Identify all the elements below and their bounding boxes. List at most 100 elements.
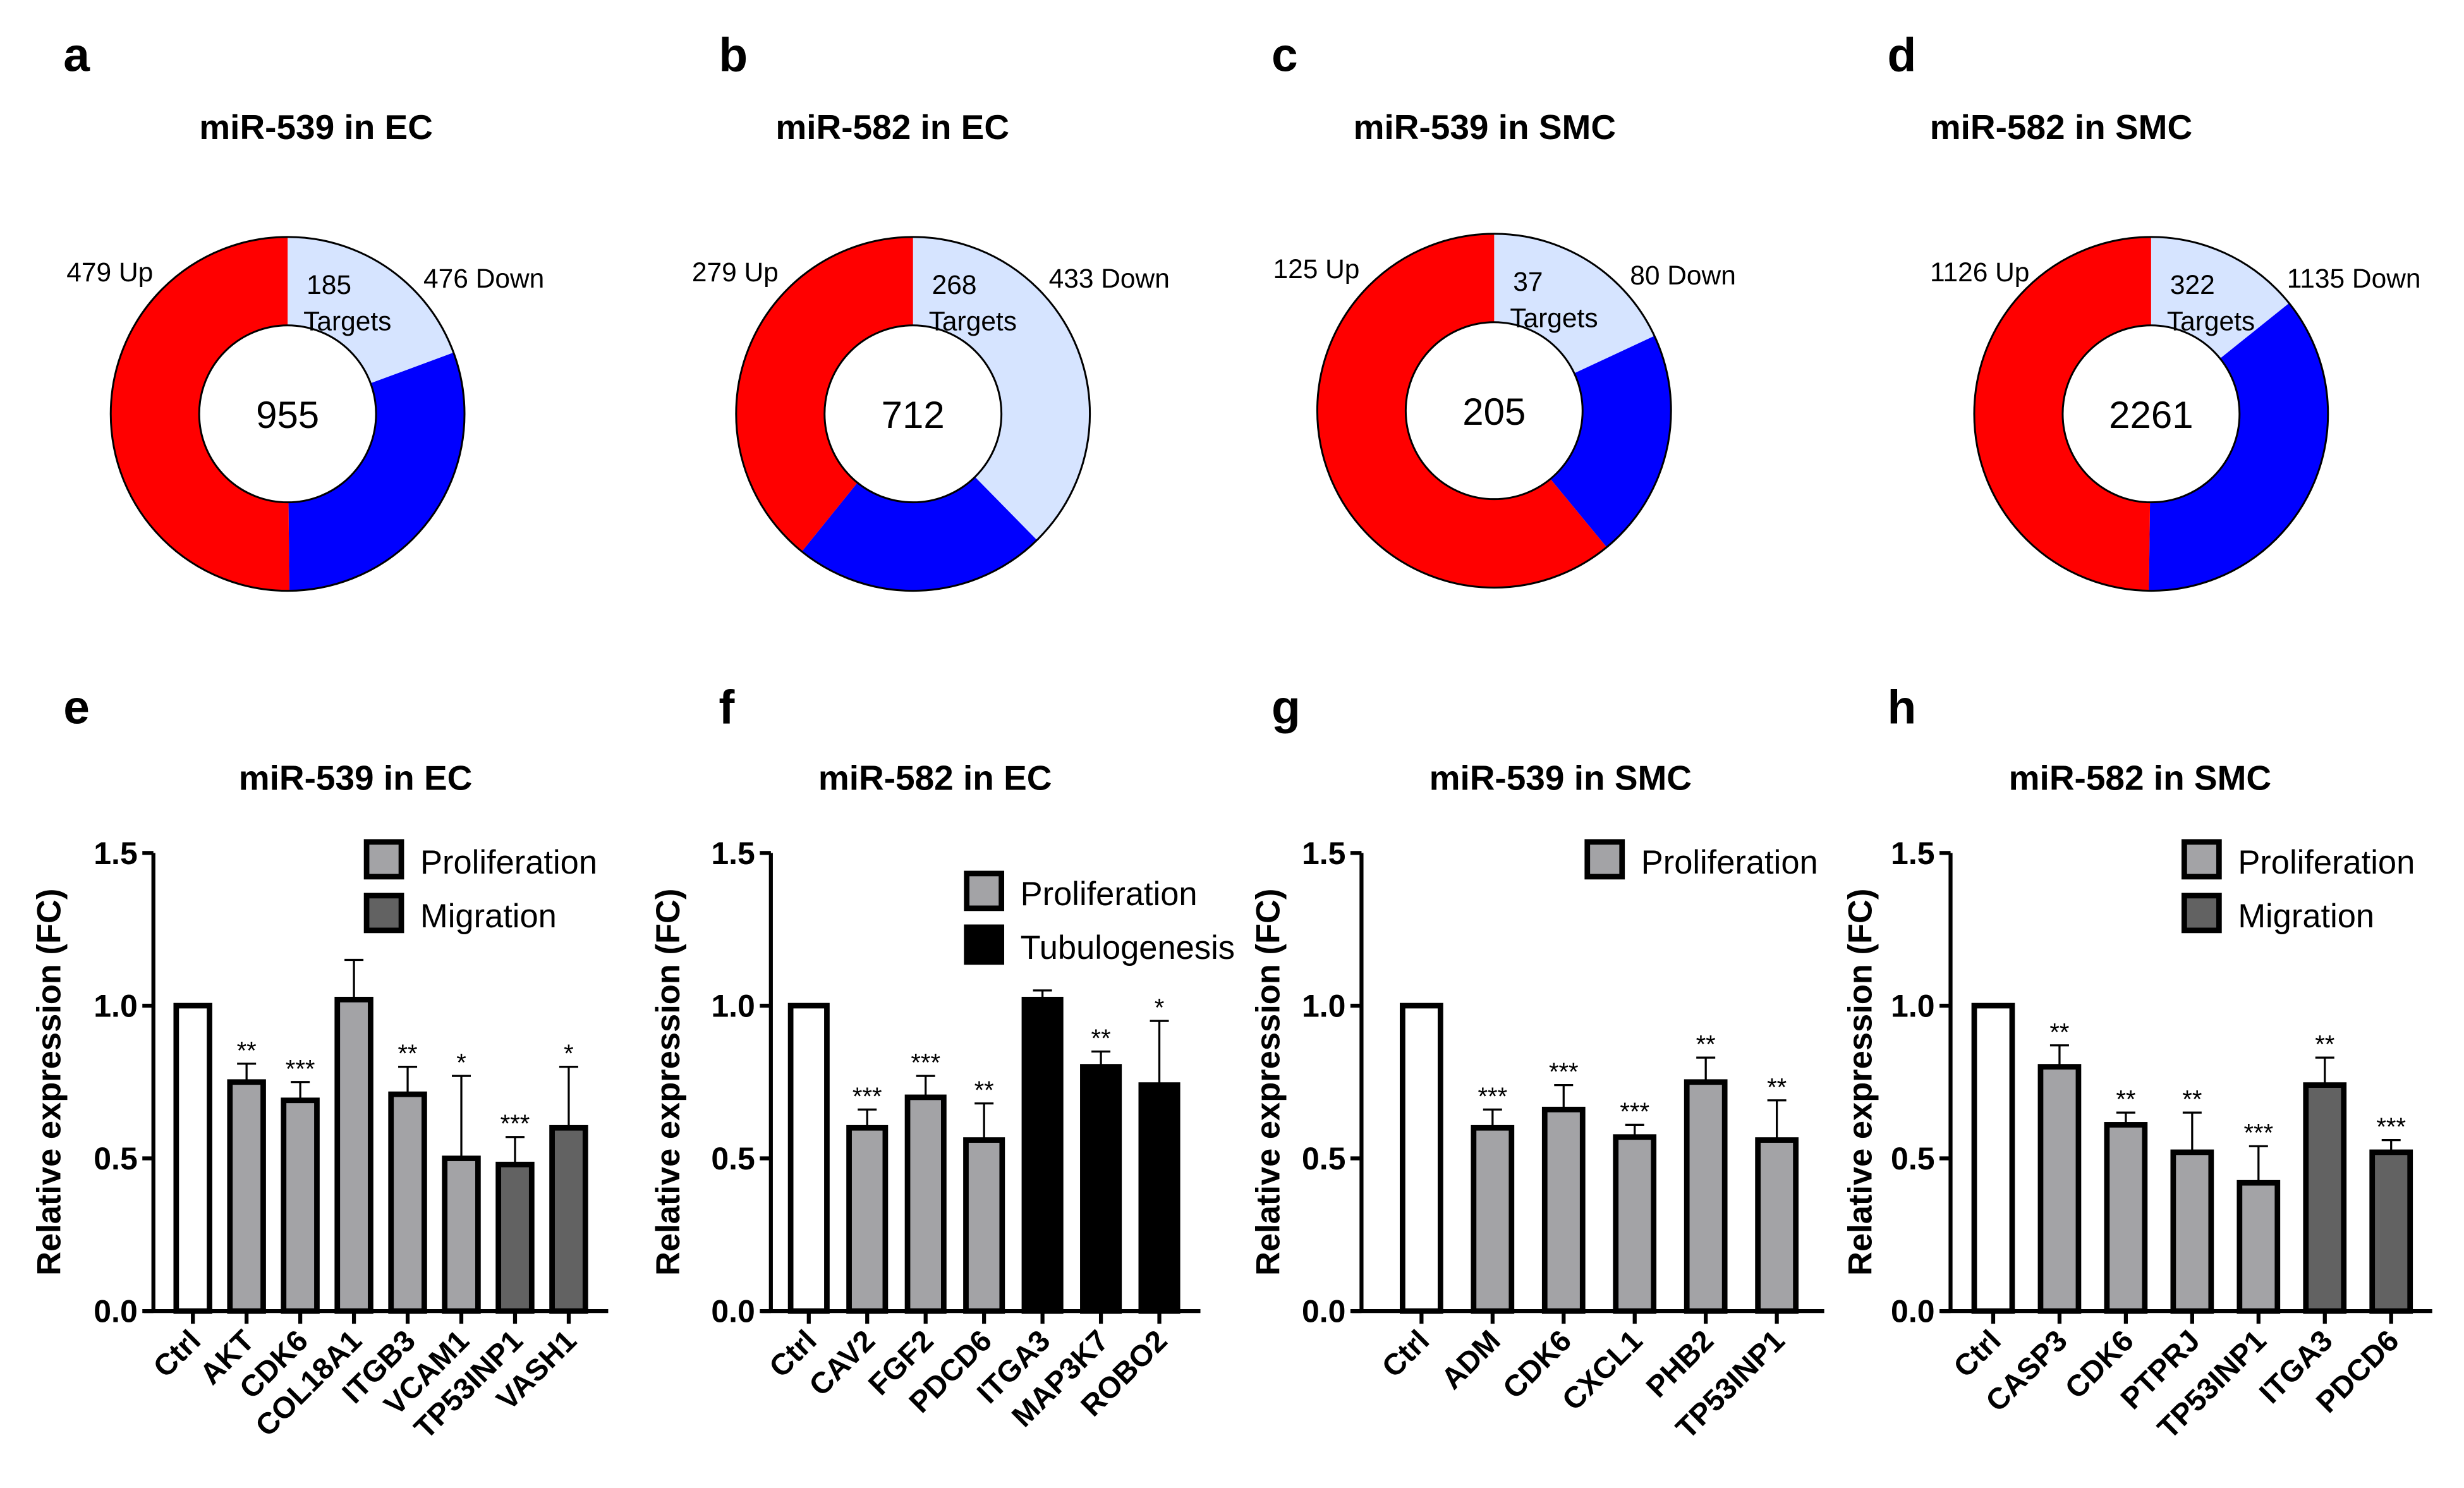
bar-robo2 [1138, 1082, 1180, 1314]
x-tick-label: ADM [1435, 1324, 1507, 1396]
bar-pdcd6 [963, 1137, 1005, 1314]
bar-adm [1471, 1125, 1515, 1314]
significance-label: ** [2116, 1086, 2135, 1114]
y-tick-label: 1.5 [1302, 836, 1345, 871]
donut-hole [2061, 324, 2241, 504]
y-tick-label: 1.5 [94, 836, 137, 871]
y-tick-label: 0.5 [94, 1141, 137, 1176]
donut-panel-a: a miR-539 in EC 955 479 Up 476 Down 185 Target… [63, 28, 544, 592]
significance-label: *** [286, 1055, 315, 1083]
legend-swatch-proliferation [1584, 839, 1625, 880]
bar-tp53inp1 [1755, 1137, 1799, 1314]
bar-panel-g: g miR-539 in SMC 0.0 0.5 1.0 1.5 Relative expr… [1250, 681, 1824, 1446]
bar-col18a1 [334, 996, 373, 1314]
significance-label: ** [2182, 1086, 2202, 1114]
legend-swatch-proliferation [363, 839, 404, 880]
slice-targets [1494, 233, 1654, 374]
y-tick-label: 1.5 [1891, 836, 1934, 871]
bar-cxcl1 [1613, 1134, 1657, 1314]
panel-letter: d [1888, 28, 1917, 81]
legend-swatch-migration [2181, 893, 2222, 934]
bar-vcam1 [442, 1156, 481, 1314]
total-count: 955 [256, 394, 319, 436]
x-tick-label: Ctrl [1376, 1324, 1436, 1384]
bar-panel-f: f miR-582 in EC 0.0 0.5 1.0 1.5 Relative expre… [650, 681, 1235, 1434]
down-label: 80 Down [1630, 261, 1736, 291]
up-label: 279 Up [692, 258, 779, 288]
y-tick-label: 1.0 [1302, 988, 1345, 1023]
bar-phb2 [1684, 1079, 1728, 1314]
panel-letter: b [719, 28, 748, 81]
y-axis-label: Relative expression (FC) [31, 889, 68, 1276]
slice-targets [288, 236, 454, 384]
y-tick-label: 1.0 [94, 988, 137, 1023]
panel-title: miR-539 in EC [199, 107, 433, 147]
slice-up [736, 236, 913, 552]
panel-title: miR-582 in SMC [1930, 107, 2192, 147]
legend-label: Proliferation [2238, 845, 2415, 881]
legend-label: Proliferation [1021, 876, 1198, 913]
up-label: 479 Up [66, 258, 153, 288]
y-tick-label: 0.0 [711, 1294, 755, 1329]
significance-label: *** [501, 1110, 530, 1138]
bar-casp3 [2037, 1064, 2082, 1314]
targets-label: Targets [1510, 303, 1598, 333]
down-label: 433 Down [1049, 264, 1170, 294]
bar-ctrl [173, 1003, 212, 1314]
significance-label: ** [1696, 1031, 1716, 1059]
significance-label: *** [1549, 1058, 1579, 1086]
y-axis-label: Relative expression (FC) [1250, 889, 1287, 1276]
bar-tp53inp1 [2236, 1180, 2281, 1314]
y-tick-label: 0.5 [711, 1141, 755, 1176]
significance-label: ** [398, 1040, 417, 1068]
significance-label: * [456, 1049, 466, 1077]
bar-ptprj [2170, 1149, 2214, 1314]
panel-title: miR-582 in EC [775, 107, 1009, 147]
bar-vash1 [549, 1125, 588, 1314]
bar-cdk6 [2104, 1122, 2148, 1314]
slice-up [111, 236, 289, 591]
bar-cdk6 [281, 1097, 320, 1314]
y-tick-label: 0.0 [94, 1294, 137, 1329]
donut-hole [1404, 321, 1584, 501]
y-tick-label: 1.0 [1891, 988, 1934, 1023]
targets-label: Targets [2167, 307, 2255, 336]
total-count: 712 [882, 394, 945, 436]
bar-ctrl [787, 1003, 830, 1314]
significance-label: ** [2049, 1018, 2069, 1046]
targets-label: Targets [929, 307, 1017, 336]
x-tick-label: CXCL1 [1556, 1324, 1649, 1417]
slice-targets [913, 236, 1090, 540]
slice-targets [2151, 236, 2290, 359]
panel-letter: c [1271, 28, 1298, 81]
panel-title: miR-539 in SMC [1354, 107, 1616, 147]
bar-akt [227, 1079, 266, 1314]
significance-label: * [564, 1040, 574, 1068]
significance-label: *** [853, 1083, 882, 1111]
bar-map3k7 [1080, 1064, 1122, 1314]
y-axis-label: Relative expression (FC) [650, 889, 687, 1276]
targets-count: 185 [306, 271, 351, 300]
legend-label: Migration [2238, 898, 2374, 935]
bar-panel-h: h miR-582 in SMC 0.0 0.5 1.0 1.5 Relative expr… [1843, 681, 2432, 1446]
y-tick-label: 1.0 [711, 988, 755, 1023]
bar-ctrl [1971, 1003, 2015, 1314]
total-count: 205 [1462, 391, 1526, 433]
slice-down [801, 477, 1037, 591]
down-label: 476 Down [423, 264, 544, 294]
panel-letter: f [719, 681, 735, 734]
legend-label: Proliferation [1641, 845, 1818, 881]
targets-count: 37 [1513, 267, 1543, 297]
legend-swatch-tubulogenesis [964, 924, 1005, 965]
significance-label: ** [1767, 1073, 1787, 1101]
chart-title: miR-582 in EC [818, 758, 1052, 797]
x-tick-label: CAV2 [803, 1324, 882, 1403]
bar-fgf2 [904, 1094, 947, 1314]
significance-label: ** [1091, 1025, 1111, 1052]
significance-label: *** [2376, 1113, 2406, 1141]
bar-itgb3 [388, 1091, 427, 1314]
bar-cdk6 [1541, 1106, 1586, 1314]
significance-label: ** [974, 1076, 994, 1104]
y-tick-label: 0.0 [1302, 1294, 1345, 1329]
panel-letter: a [63, 28, 90, 81]
